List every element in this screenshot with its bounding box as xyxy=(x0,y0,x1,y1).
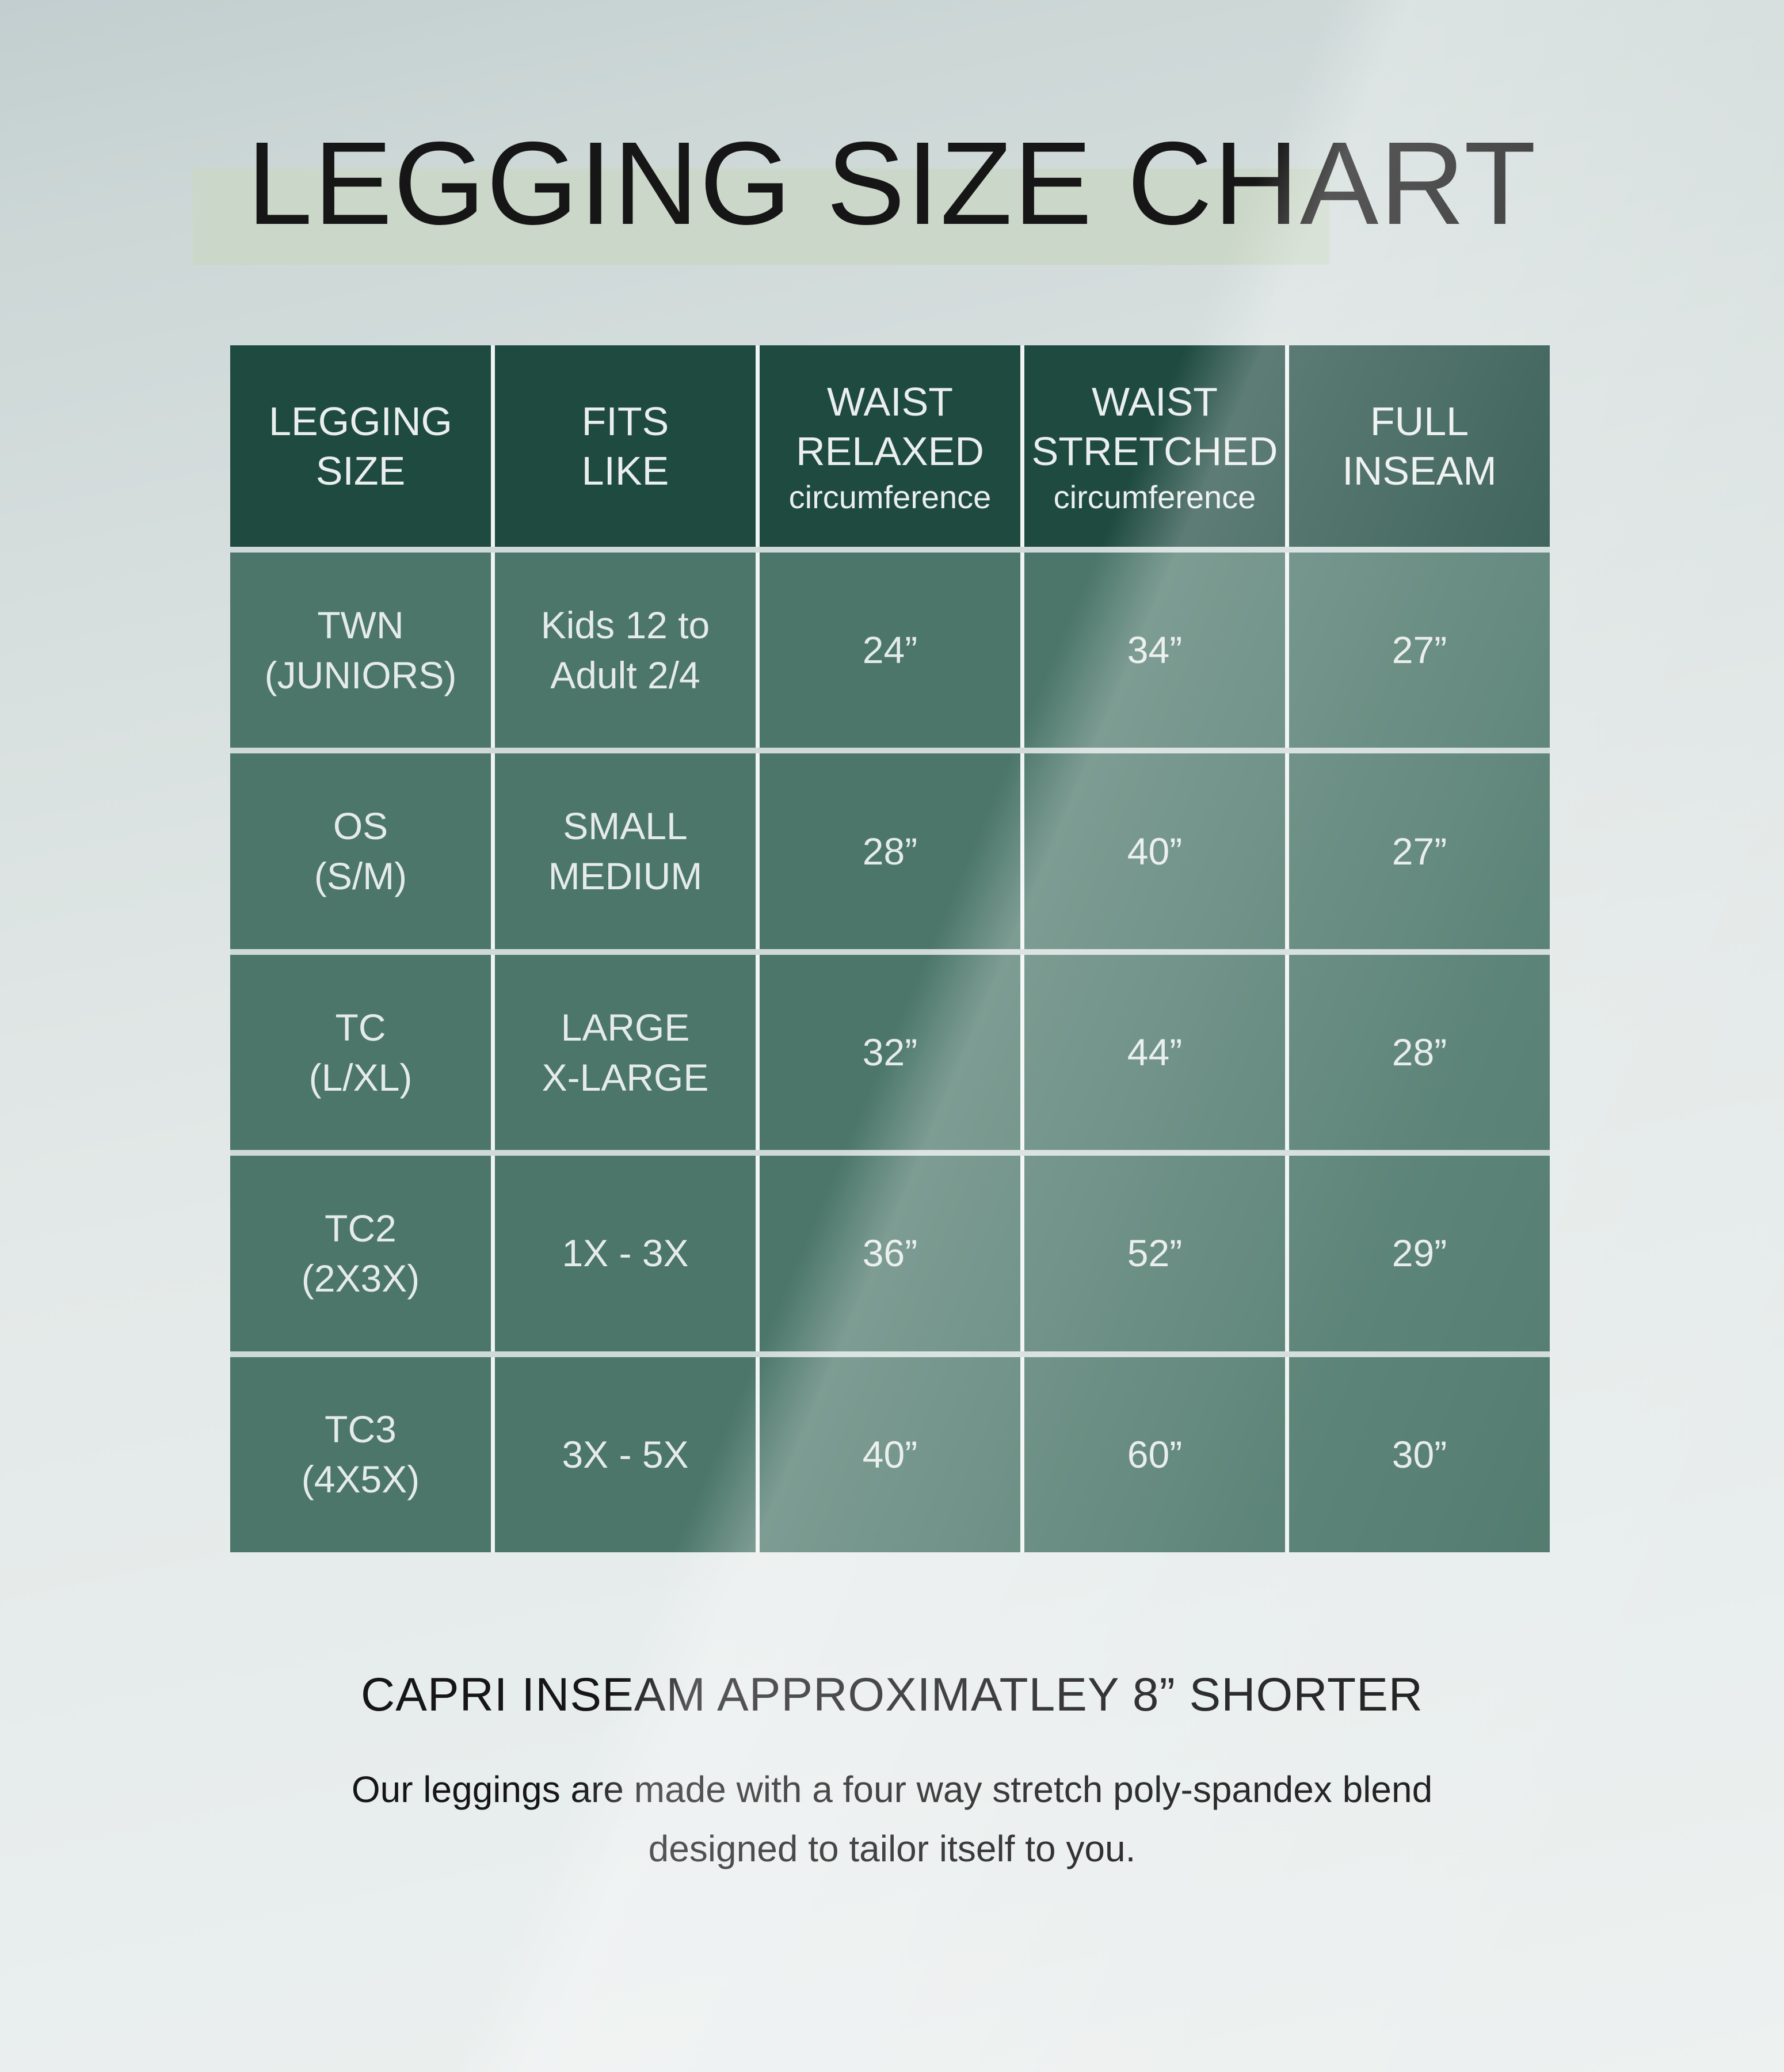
fabric-description-line-2: designed to tailor itself to you. xyxy=(648,1828,1136,1869)
fabric-description: Our leggings are made with a four way st… xyxy=(0,1760,1784,1879)
table-cell-line: TC xyxy=(335,1005,386,1049)
table-cell-line: (S/M) xyxy=(314,855,407,898)
header-sub-label: circumference xyxy=(1053,479,1256,515)
table-cell-line: SMALL xyxy=(563,805,688,848)
header-label-line: LEGGING xyxy=(269,399,452,444)
table-cell: SMALL MEDIUM xyxy=(495,753,756,949)
table-cell: 30” xyxy=(1289,1357,1550,1553)
table-cell-line: X-LARGE xyxy=(542,1056,709,1099)
header-cell: FITS LIKE xyxy=(495,345,756,547)
table-cell-line: OS xyxy=(333,805,388,848)
table-cell: 29” xyxy=(1289,1156,1550,1351)
header-label-line: FITS xyxy=(581,399,669,444)
table-header-row: LEGGING SIZE FITS LIKE WAIST RELAXED circumfer… xyxy=(230,345,1550,547)
table-cell-line: TWN xyxy=(317,603,404,646)
table-cell: 28” xyxy=(760,753,1020,949)
row-separator xyxy=(230,1150,1550,1156)
table-cell-line: 24” xyxy=(862,629,918,672)
table-cell-line: 28” xyxy=(1392,1031,1447,1074)
table-cell: 52” xyxy=(1024,1156,1285,1351)
header-sub-label: circumference xyxy=(788,479,992,515)
row-separator xyxy=(230,547,1550,553)
row-separator xyxy=(230,748,1550,754)
header-cell: FULL INSEAM xyxy=(1289,345,1550,547)
row-separator xyxy=(230,949,1550,955)
table-cell: LARGE X-LARGE xyxy=(495,954,756,1151)
table-cell-line: 27” xyxy=(1392,829,1447,873)
header-label-line: LIKE xyxy=(581,448,669,493)
table-cell: 60” xyxy=(1024,1357,1285,1553)
header-label-line: RELAXED xyxy=(796,429,984,474)
title-highlight-band xyxy=(193,169,1329,265)
table-cell-line: 32” xyxy=(862,1031,918,1074)
table-cell-line: Adult 2/4 xyxy=(550,653,700,696)
table-cell-line: 36” xyxy=(862,1232,918,1275)
table-row: TC3 (4X5X) 3X - 5X 40” 60” 30” xyxy=(230,1357,1550,1553)
table-cell: Kids 12 to Adult 2/4 xyxy=(495,553,756,748)
page-title: LEGGING SIZE CHART xyxy=(246,117,1538,249)
header-cell: WAIST STRETCHED circumference xyxy=(1024,345,1285,547)
table-cell: 32” xyxy=(760,954,1020,1151)
table-cell-line: 34” xyxy=(1127,629,1183,672)
table-cell-line: LARGE xyxy=(561,1005,690,1049)
table-cell: TC (L/XL) xyxy=(230,954,491,1151)
table-cell: TC3 (4X5X) xyxy=(230,1357,491,1553)
table-row: OS (S/M) SMALL MEDIUM 28” 40” 27” xyxy=(230,753,1550,949)
table-cell: 24” xyxy=(760,553,1020,748)
table-cell: 27” xyxy=(1289,553,1550,748)
fabric-description-line-1: Our leggings are made with a four way st… xyxy=(351,1769,1433,1810)
table-cell-line: 60” xyxy=(1127,1433,1183,1476)
table-cell-line: 28” xyxy=(862,829,918,873)
table-cell-line: 27” xyxy=(1392,629,1447,672)
row-separator xyxy=(230,1351,1550,1357)
table-cell: TWN (JUNIORS) xyxy=(230,553,491,748)
header-label-line: WAIST xyxy=(1091,379,1218,424)
header-label-line: INSEAM xyxy=(1342,448,1497,493)
table-cell-line: MEDIUM xyxy=(548,855,703,898)
table-cell-line: (2X3X) xyxy=(301,1256,420,1300)
table-cell-line: TC3 xyxy=(325,1408,397,1451)
table-cell: 27” xyxy=(1289,753,1550,949)
table-cell-line: Kids 12 to xyxy=(540,603,710,646)
table-cell-line: TC2 xyxy=(325,1206,397,1250)
header-label-line: FULL xyxy=(1370,399,1469,444)
capri-inseam-note: CAPRI INSEAM APPROXIMATLEY 8” SHORTER xyxy=(360,1669,1423,1721)
table-cell: 34” xyxy=(1024,553,1285,748)
table-cell: 1X - 3X xyxy=(495,1156,756,1351)
table-cell-line: (L/XL) xyxy=(308,1056,413,1099)
header-label-line: WAIST xyxy=(826,379,954,424)
table-row: TC (L/XL) LARGE X-LARGE 32” 44” 28” xyxy=(230,954,1550,1151)
table-cell-line: 30” xyxy=(1392,1433,1447,1476)
table-cell: OS (S/M) xyxy=(230,753,491,949)
table-cell-line: 3X - 5X xyxy=(562,1433,689,1476)
table-cell: 28” xyxy=(1289,954,1550,1151)
table-row: TWN (JUNIORS) Kids 12 to Adult 2/4 24” 34” 27” xyxy=(230,553,1550,748)
table-cell: 3X - 5X xyxy=(495,1357,756,1553)
legging-size-table: LEGGING SIZE FITS LIKE WAIST RELAXED circumfer… xyxy=(230,345,1550,1553)
header-cell: LEGGING SIZE xyxy=(230,345,491,547)
table-cell: 40” xyxy=(760,1357,1020,1553)
table-cell-line: (JUNIORS) xyxy=(264,653,457,696)
table-cell-line: 52” xyxy=(1127,1232,1183,1275)
table-cell-line: (4X5X) xyxy=(301,1458,420,1501)
header-label-line: STRETCHED xyxy=(1031,429,1278,474)
table-cell: 44” xyxy=(1024,954,1285,1151)
table-row: TC2 (2X3X) 1X - 3X 36” 52” 29” xyxy=(230,1156,1550,1351)
header-cell: WAIST RELAXED circumference xyxy=(760,345,1020,547)
table-cell-line: 1X - 3X xyxy=(562,1232,689,1275)
header-label-line: SIZE xyxy=(315,448,406,493)
table-cell-line: 40” xyxy=(1127,829,1183,873)
table-cell: 40” xyxy=(1024,753,1285,949)
table-cell-line: 40” xyxy=(862,1433,918,1476)
table-cell: TC2 (2X3X) xyxy=(230,1156,491,1351)
table-cell-line: 44” xyxy=(1127,1031,1183,1074)
table-cell-line: 29” xyxy=(1392,1232,1447,1275)
table-cell: 36” xyxy=(760,1156,1020,1351)
